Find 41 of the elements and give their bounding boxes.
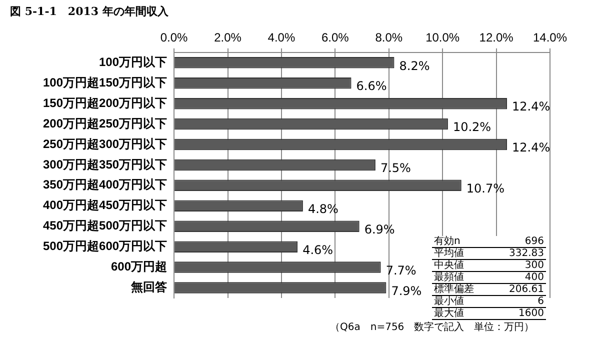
text: 平均値 332.83 [434,248,544,259]
data-label: 10.2% [452,120,492,134]
data-label: 6.6% [356,79,387,94]
text: 最頻値 400 [434,272,544,283]
chart-title: 図 5-1-1 2013 年の年間収入 [10,4,168,19]
text: 標準偏差 206.61 [434,284,544,295]
text: 最小値 6 [434,296,544,307]
y-tick-label: 250万円超300万円以下 [42,136,168,151]
data-label: 6.9% [364,222,395,236]
data-label: 8.2% [399,58,430,73]
y-tick-label: 350万円超400万円以下 [42,178,168,192]
data-label: 12.4% [512,140,550,155]
y-tick-label: 300万円超350万円以下 [42,157,168,172]
x-tick-label: 14.0% [532,30,568,45]
x-tick-label: 4.0% [268,30,296,45]
y-tick-label: 100万円超150万円以下 [42,75,168,90]
data-label: 7.5% [380,161,411,176]
data-label: 4.6% [302,242,334,257]
text: （Q6a n=756 数字で記入 単位：万円） [330,320,534,334]
data-label: 10.7% [466,182,505,196]
x-tick-label: 6.0% [321,30,350,45]
text: 中央値 300 [434,260,544,271]
x-tick-label: 8.0% [375,30,403,45]
data-label: 12.4% [512,100,550,114]
x-tick-label: 0.0% [160,30,188,45]
data-label: 7.7% [386,263,416,278]
data-label: 4.8% [308,202,338,216]
y-tick-label: 200万円超250万円以下 [42,116,168,130]
text: 有効n 696 [434,236,544,247]
data-label: 7.9% [391,284,422,298]
y-tick-label: 無回答 [130,280,168,294]
x-tick-label: 10.0% [426,30,460,45]
y-tick-label: 500万円超600万円以下 [42,239,168,254]
y-tick-label: 600万円超 [111,260,168,274]
y-tick-label: 150万円超200万円以下 [42,96,168,110]
y-tick-label: 450万円超500万円以下 [42,218,168,233]
x-tick-label: 2.0% [214,30,242,45]
y-tick-label: 400万円超450万円以下 [42,198,168,212]
x-tick-label: 12.0% [479,30,514,45]
y-tick-label: 100万円以下 [99,54,168,69]
text: 最大値 1600 [434,308,544,319]
